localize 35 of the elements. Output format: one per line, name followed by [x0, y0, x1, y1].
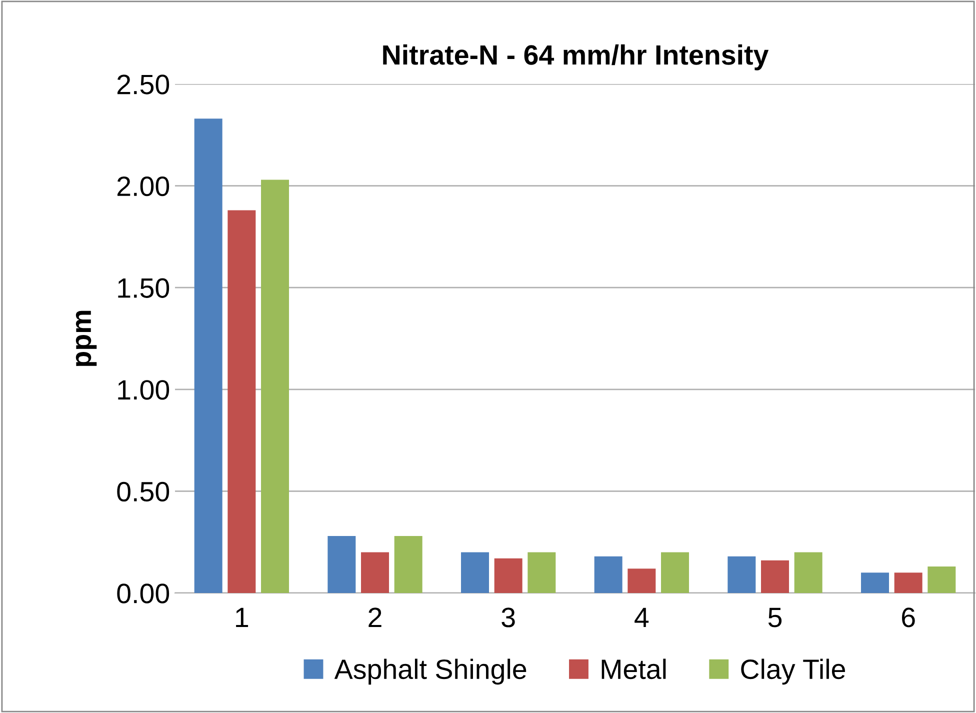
bar: [394, 536, 422, 593]
bar: [461, 552, 489, 593]
y-tick-label: 2.00: [117, 176, 170, 196]
bar: [628, 568, 656, 593]
x-tick-label: 4: [634, 608, 649, 628]
bar: [761, 560, 789, 593]
bar: [194, 118, 222, 593]
y-tick-label: 2.50: [117, 74, 170, 94]
bar: [861, 572, 889, 593]
bar: [228, 210, 256, 593]
bar: [594, 556, 622, 593]
bar: [528, 552, 556, 593]
x-tick-label: 3: [502, 608, 515, 628]
x-tick-label: 5: [768, 608, 782, 628]
x-tick-label: 1: [236, 608, 248, 628]
chart-title: Nitrate-N - 64 mm/hr Intensity: [383, 44, 769, 70]
bar: [728, 556, 756, 593]
y-axis-title: ppm: [76, 310, 97, 366]
bar: [261, 180, 289, 593]
bar: [894, 572, 922, 593]
bar: [361, 552, 389, 593]
bar: [794, 552, 822, 593]
bar: [928, 566, 956, 593]
legend-label: Asphalt Shingle: [334, 658, 526, 685]
y-tick-label: 0.50: [117, 482, 170, 502]
legend-label: Clay Tile: [741, 658, 845, 685]
y-tick-label: 1.50: [118, 278, 170, 298]
x-tick-label: 6: [902, 608, 915, 628]
legend-label: Metal: [602, 658, 666, 680]
bar: [494, 558, 522, 593]
x-tick-label: 2: [368, 608, 382, 628]
y-tick-label: 0.00: [117, 584, 170, 604]
y-tick-label: 1.00: [118, 380, 170, 400]
bar: [661, 552, 689, 593]
bar: [328, 536, 356, 593]
